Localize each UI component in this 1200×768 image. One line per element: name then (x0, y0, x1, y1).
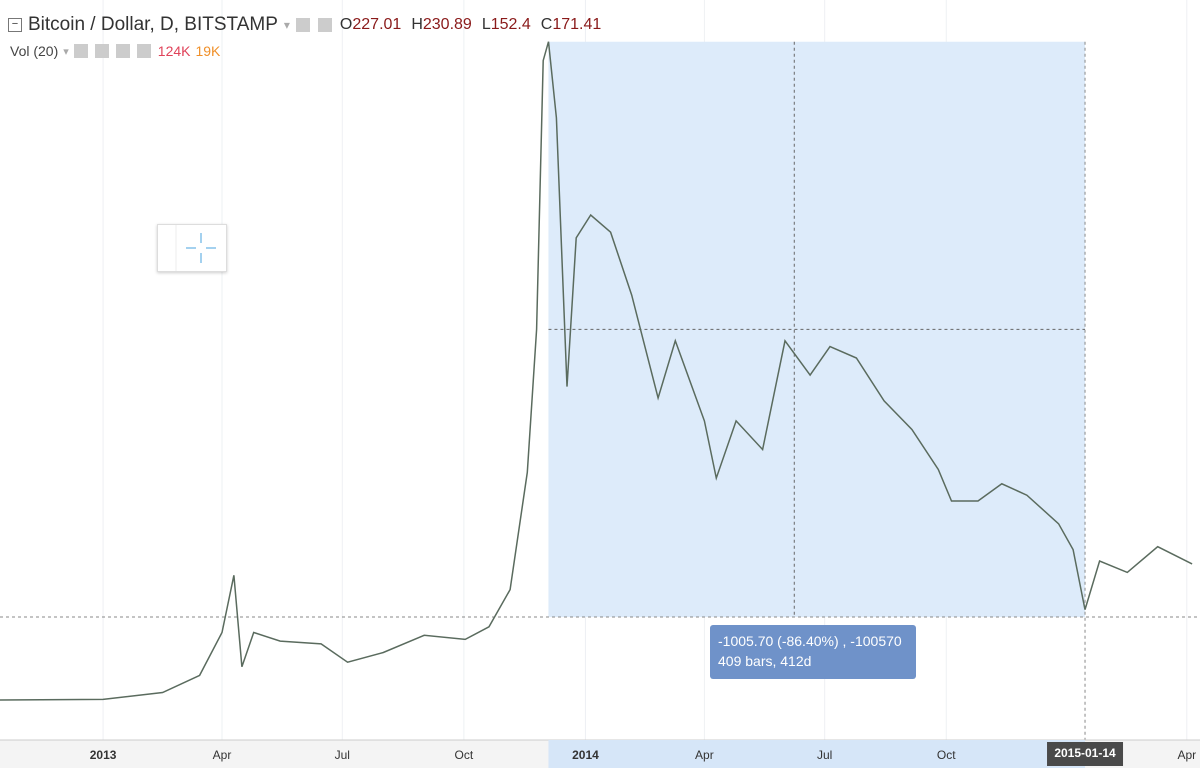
x-tick-label: Apr (695, 748, 714, 762)
dropdown-arrow[interactable]: ▾ (63, 45, 69, 58)
ohlc-item: O227.01 (340, 16, 401, 34)
ohlc-label: H (411, 16, 423, 33)
x-tick-label: Jul (335, 748, 350, 762)
x-tick-label: Oct (455, 748, 474, 762)
x-axis-marker (1047, 742, 1124, 766)
ohlc-label: O (339, 16, 353, 33)
ohlc-value: 171.41 (552, 16, 602, 33)
ohlc: O227.01 H230.89 L152.4 C171.41 (340, 16, 601, 34)
ohlc-value: 152.4 (490, 16, 531, 33)
x-tick-label: 2013 (90, 748, 117, 762)
x-tick-label: 2014 (572, 748, 599, 762)
settings-icon[interactable] (94, 44, 109, 58)
ohlc-value: 227.01 (352, 16, 402, 33)
price-line (0, 41, 1193, 701)
volume-value: 124K (157, 43, 191, 59)
header: − Bitcoin / Dollar, D, BITSTAMP ▾ O227.0… (8, 14, 601, 36)
ohlc-item: C171.41 (541, 16, 602, 34)
ohlc-label: L (481, 16, 491, 33)
measure-line: -1005.70 (-86.40%) , -100570 (718, 633, 902, 649)
x-tick-label: Apr (213, 748, 232, 762)
measure-tooltip: -1005.70 (-86.40%) , -100570 409 bars, 4… (710, 625, 916, 679)
ohlc-value: 230.89 (422, 16, 472, 33)
crosshair-tool[interactable] (157, 224, 227, 272)
ohlc-item: H230.89 (411, 16, 472, 34)
x-axis-range (548, 740, 1086, 768)
eye-icon[interactable] (73, 44, 88, 58)
add-icon[interactable] (115, 44, 130, 58)
x-tick-label: Apr (1177, 748, 1196, 762)
x-tick-label: Jul (817, 748, 832, 762)
collapse-button[interactable]: − (8, 18, 22, 32)
volume-title[interactable]: Vol (20) (10, 43, 59, 59)
close-icon[interactable] (136, 44, 151, 58)
ohlc-item: L152.4 (482, 16, 531, 34)
volume-value: 19K (195, 43, 221, 59)
dropdown-arrow[interactable]: ▾ (283, 18, 290, 32)
measure-line: 409 bars, 412d (718, 653, 812, 669)
volume-header: Vol (20) ▾ 124K 19K (10, 43, 220, 59)
crosshair-icon (175, 225, 216, 271)
settings-icon[interactable] (317, 18, 332, 32)
symbol-title[interactable]: Bitcoin / Dollar, D, BITSTAMP (28, 14, 278, 35)
ohlc-label: C (540, 16, 553, 33)
measure-range (548, 41, 1086, 618)
eye-icon[interactable] (295, 18, 310, 32)
x-tick-label: Oct (937, 748, 956, 762)
x-axis-marker-label: 2015-01-14 (1054, 746, 1116, 760)
